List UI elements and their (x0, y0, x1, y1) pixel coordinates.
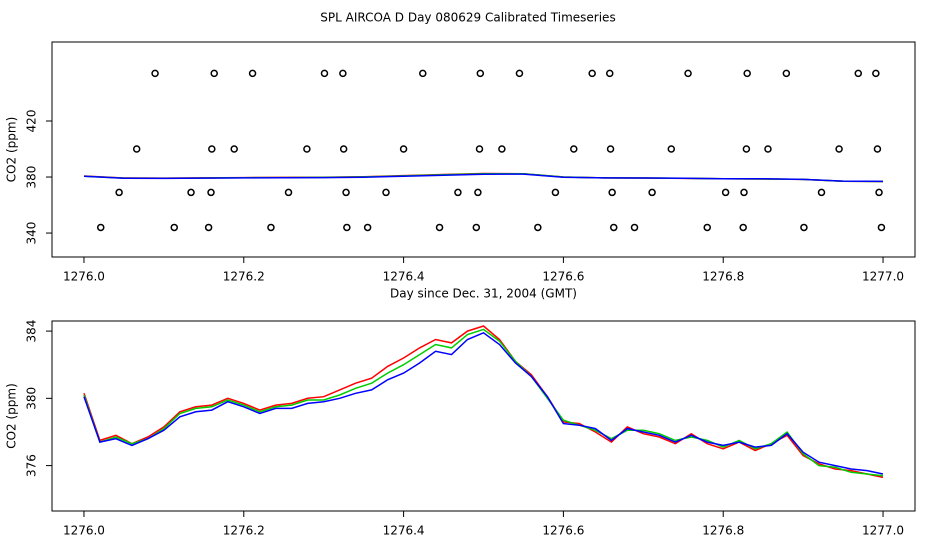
outlier-point (498, 145, 506, 153)
x-tick-label: 1276.4 (383, 524, 425, 538)
y-tick-label: 376 (25, 454, 39, 477)
outlier-point (534, 223, 542, 232)
outlier-point (435, 223, 444, 232)
outlier-point (474, 188, 482, 197)
outlier-point (454, 188, 462, 197)
x-tick-label: 1277.0 (862, 524, 904, 538)
figure-title: SPL AIRCOA D Day 080629 Calibrated Times… (320, 11, 615, 25)
x-tick-label: 1276.0 (63, 270, 105, 284)
outlier-point (343, 223, 351, 232)
outlier-point (363, 223, 372, 232)
outlier-point (230, 145, 238, 153)
x-tick-label: 1276.0 (63, 524, 105, 538)
outlier-point (800, 223, 808, 232)
outlier-point (872, 69, 880, 78)
outlier-point (248, 69, 257, 78)
outlier-point (742, 145, 751, 153)
outlier-point (551, 188, 560, 197)
outlier-point (608, 188, 616, 197)
series-line (83, 331, 884, 475)
outlier-point (419, 69, 427, 78)
outlier-point (703, 223, 711, 232)
x-axis-label: Day since Dec. 31, 2004 (GMT) (390, 287, 577, 301)
outlier-point (740, 188, 748, 197)
outlier-point (342, 188, 350, 197)
outlier-point (399, 145, 408, 153)
outlier-point (320, 69, 329, 78)
outlier-point (339, 145, 348, 153)
outlier-point (606, 69, 614, 78)
series-line (83, 328, 884, 477)
y-tick-label: 380 (25, 387, 39, 410)
y-axis-label: CO2 (ppm) (5, 383, 19, 449)
x-tick-label: 1276.2 (223, 270, 265, 284)
outlier-point (630, 223, 639, 232)
outlier-point (267, 223, 275, 232)
x-tick-label: 1276.6 (542, 524, 584, 538)
outlier-point (570, 145, 578, 153)
outlier-point (588, 69, 596, 78)
outlier-point (873, 145, 882, 153)
outlier-point (382, 188, 390, 197)
outlier-point (684, 69, 692, 78)
y-tick-label: 340 (25, 222, 39, 245)
outlier-point (782, 69, 791, 78)
outlier-point (854, 69, 863, 78)
x-tick-label: 1276.8 (702, 270, 744, 284)
series-line (83, 173, 884, 183)
outlier-point (132, 145, 141, 153)
outlier-point (739, 223, 747, 232)
outlier-point (875, 188, 883, 197)
outlier-point (743, 69, 751, 78)
outlier-point (476, 69, 485, 78)
outlier-point (170, 223, 179, 232)
y-tick-label: 380 (25, 166, 39, 189)
x-tick-label: 1276.2 (223, 524, 265, 538)
outlier-point (210, 69, 218, 78)
outlier-point (475, 145, 484, 153)
outlier-point (817, 188, 826, 197)
outlier-point (764, 145, 772, 153)
plot-frame (51, 41, 916, 258)
outlier-point (721, 188, 730, 197)
outlier-point (284, 188, 293, 197)
y-tick-label: 384 (25, 320, 39, 343)
outlier-point (207, 188, 215, 197)
outlier-point (606, 145, 615, 153)
outlier-point (472, 223, 481, 232)
outlier-point (339, 69, 347, 78)
outlier-point (877, 223, 886, 232)
x-tick-label: 1276.4 (383, 270, 425, 284)
outlier-point (515, 69, 524, 78)
outlier-point (648, 188, 656, 197)
series-line (83, 325, 884, 479)
outlier-point (303, 145, 311, 153)
outlier-point (208, 145, 216, 153)
outlier-point (151, 69, 159, 78)
outlier-point (835, 145, 843, 153)
x-tick-label: 1276.8 (702, 524, 744, 538)
outlier-point (609, 223, 618, 232)
outlier-point (187, 188, 195, 197)
x-tick-label: 1276.6 (542, 270, 584, 284)
outlier-point (96, 223, 105, 232)
outlier-point (115, 188, 123, 197)
y-axis-label: CO2 (ppm) (5, 117, 19, 183)
x-tick-label: 1277.0 (862, 270, 904, 284)
outlier-point (204, 223, 213, 232)
plot-frame (51, 320, 916, 512)
y-tick-label: 420 (25, 110, 39, 133)
outlier-point (667, 145, 676, 153)
